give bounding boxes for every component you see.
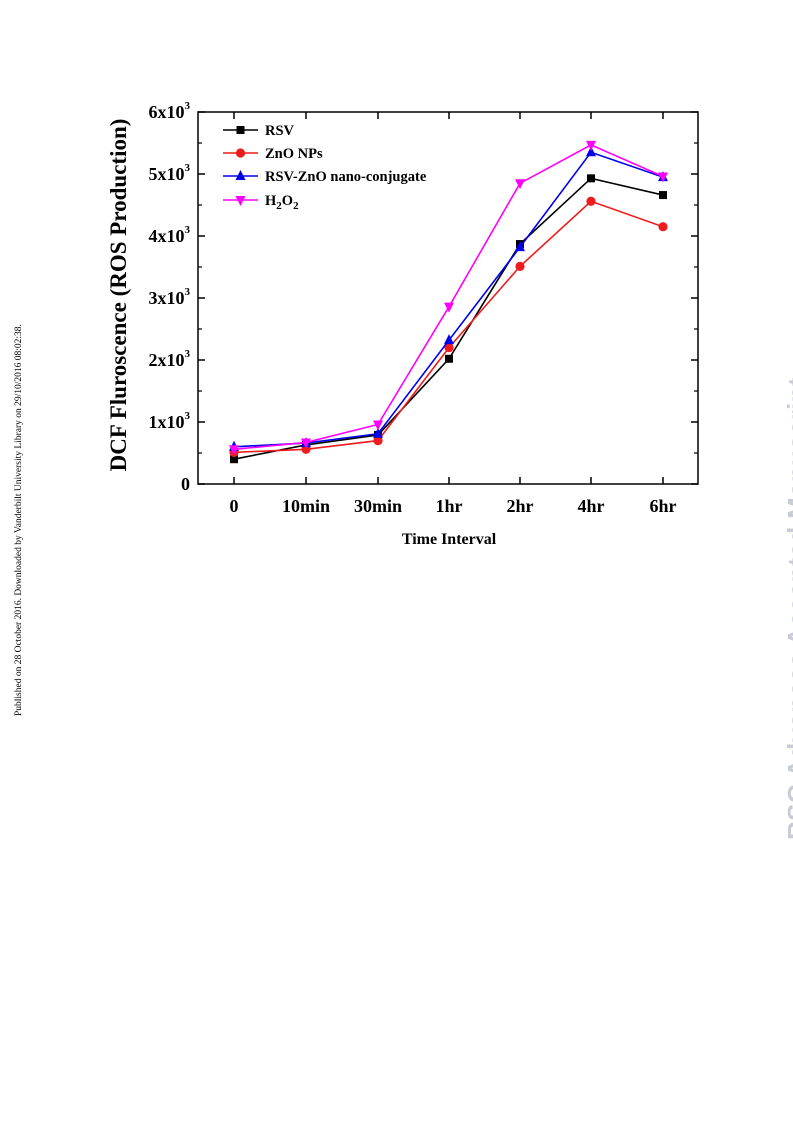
data-point (373, 427, 383, 438)
data-point (445, 354, 453, 363)
data-point (659, 191, 667, 200)
y-tick-label-exponent: 3 (185, 224, 191, 236)
data-point (658, 172, 668, 183)
y-tick-label: 5x103 (149, 162, 191, 184)
series-1 (229, 196, 668, 457)
y-tick-label: 4x103 (149, 224, 191, 246)
series-0 (230, 174, 667, 464)
y-tick-label: 0 (181, 474, 190, 494)
data-point (515, 261, 525, 271)
data-point (444, 343, 454, 353)
x-axis-title: Time Interval (402, 531, 497, 548)
series-2 (229, 146, 668, 451)
data-point (586, 140, 596, 151)
x-tick-label: 0 (230, 496, 239, 516)
legend-label-sub: 2 (293, 200, 299, 212)
y-tick-label-exponent: 3 (185, 100, 191, 112)
x-tick-label: 1hr (436, 496, 463, 516)
data-point (658, 222, 668, 232)
data-point (444, 302, 454, 313)
legend-label: RSV (265, 123, 295, 139)
legend-marker (235, 148, 246, 158)
legend-label-sub: 2 (276, 200, 282, 212)
data-point (515, 241, 525, 252)
series-3 (229, 140, 668, 456)
y-axis-title: DCF Fluroscence (ROS Production) (106, 119, 131, 472)
legend-marker (235, 196, 246, 206)
data-point (230, 455, 238, 464)
data-point (444, 334, 454, 345)
legend-marker (236, 126, 245, 134)
legend-label-part: O (282, 193, 293, 209)
x-axis-ticks: 0 10min 30min 1hr 2hr 4hr 6hr (230, 112, 677, 516)
y-tick-label: 3x103 (149, 286, 191, 308)
data-point (229, 445, 239, 456)
legend-label-part: H (265, 193, 277, 209)
data-point (301, 438, 311, 449)
x-tick-label: 2hr (507, 496, 534, 516)
data-point (587, 174, 595, 183)
x-tick-label: 30min (354, 496, 402, 516)
series-line (233, 143, 664, 451)
y-tick-label-exponent: 3 (185, 348, 191, 360)
series-line (233, 200, 664, 454)
plot-border (197, 111, 699, 485)
y-tick-label-exponent: 3 (185, 410, 191, 422)
series-line (233, 177, 664, 460)
y-tick-label-exponent: 3 (185, 286, 191, 298)
x-tick-label: 10min (282, 496, 330, 516)
data-point (586, 196, 596, 206)
data-point (586, 146, 596, 157)
legend-label: ZnO NPs (265, 146, 323, 162)
x-tick-label: 6hr (650, 496, 677, 516)
legend-label: RSV-ZnO nano-conjugate (265, 169, 427, 185)
series-line (233, 151, 664, 448)
data-point (373, 436, 383, 446)
y-axis-ticks: 0 1x103 2x103 3x103 4x103 5x103 6x103 (149, 100, 698, 494)
legend-marker (235, 170, 246, 180)
y-tick-label: 6x103 (149, 100, 191, 122)
y-tick-label-exponent: 3 (185, 162, 191, 174)
y-tick-label: 1x103 (149, 410, 191, 432)
x-tick-label: 4hr (578, 496, 605, 516)
plot-frame (197, 111, 699, 485)
legend-label: H2O2 (265, 193, 299, 212)
y-tick-label: 2x103 (149, 348, 191, 370)
data-point (373, 420, 383, 431)
data-point (515, 179, 525, 190)
series-layer (229, 140, 668, 464)
